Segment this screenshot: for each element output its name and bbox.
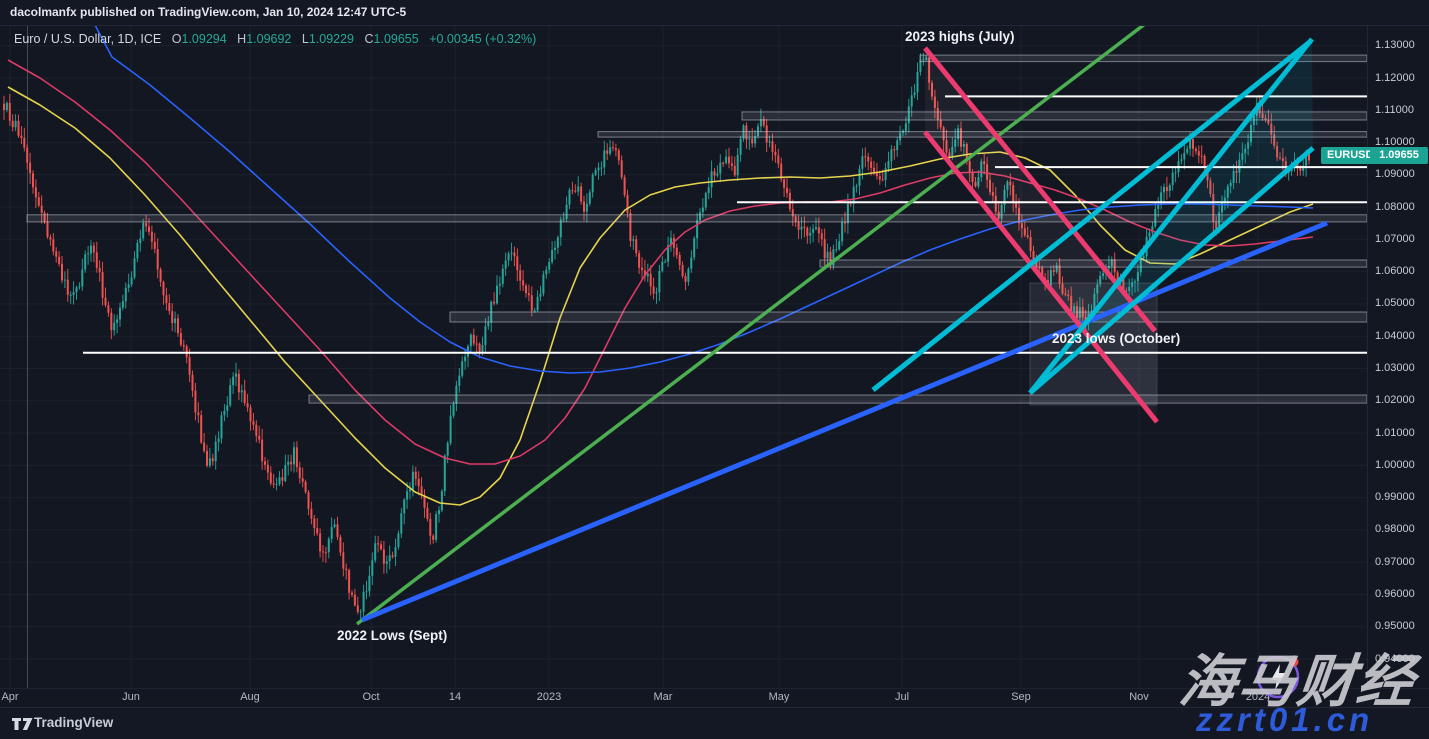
price-axis-label[interactable]: 0.99000: [1375, 491, 1415, 504]
price-axis-label[interactable]: 0.96000: [1375, 588, 1415, 600]
price-axis-label[interactable]: 1.04000: [1375, 329, 1415, 342]
price-axis-label[interactable]: 1.00000: [1375, 458, 1415, 471]
annotation-lows-2022[interactable]: 2022 Lows (Sept): [337, 628, 448, 643]
price-axis-label[interactable]: 1.13000: [1375, 39, 1415, 52]
price-axis-label[interactable]: 0.94000: [1375, 652, 1415, 665]
pink-channel-lower[interactable]: [923, 130, 1159, 424]
last-price-symbol-badge: EURUSD: [1321, 147, 1380, 164]
publish-line: dacolmanfx published on TradingView.com,…: [10, 5, 407, 19]
price-axis-label[interactable]: 1.08000: [1375, 200, 1415, 213]
price-axis-label[interactable]: 1.09000: [1375, 168, 1415, 181]
open-value: 1.09294: [181, 32, 227, 46]
time-axis-border: [0, 688, 1429, 689]
annotation-highs-2023[interactable]: 2023 highs (July): [905, 29, 1015, 44]
price-axis-label[interactable]: 1.11000: [1375, 103, 1414, 116]
price-axis-border: [1367, 25, 1368, 689]
cyan-steep[interactable]: [1028, 37, 1314, 395]
price-axis-label[interactable]: 0.95000: [1375, 620, 1415, 633]
annotation-lows-2023[interactable]: 2023 lows (October): [1052, 331, 1181, 346]
footer-bar: TradingView: [0, 707, 1429, 739]
last-price-badge: 1.09655: [1370, 147, 1428, 164]
time-axis-label[interactable]: 2023: [536, 691, 562, 703]
tradingview-logo-icon[interactable]: [12, 717, 34, 731]
sr-zone-band[interactable]: [449, 311, 1368, 323]
tradingview-brand-link[interactable]: TradingView: [34, 715, 114, 730]
green-uptrend[interactable]: [355, 14, 1158, 626]
open-label: O: [171, 32, 182, 46]
time-axis-label[interactable]: 2024: [1245, 691, 1271, 703]
ma-mid-crimson: [7, 59, 1314, 465]
price-axis-label[interactable]: 1.10000: [1375, 136, 1415, 148]
time-axis-label[interactable]: Jul: [894, 691, 910, 703]
price-axis-label[interactable]: 0.98000: [1375, 523, 1415, 536]
price-axis-label[interactable]: 1.02000: [1375, 394, 1415, 407]
high-value: 1.09692: [246, 32, 292, 46]
low-value: 1.09229: [308, 32, 355, 46]
high-label: H: [237, 32, 247, 46]
sr-zone-band[interactable]: [308, 394, 1368, 404]
low-label: L: [301, 32, 309, 46]
cyan-lower[interactable]: [1028, 146, 1315, 395]
price-axis-label[interactable]: 1.05000: [1375, 297, 1415, 310]
publish-header: dacolmanfx published on TradingView.com,…: [0, 0, 1429, 26]
cyan-upper[interactable]: [871, 39, 1313, 392]
time-axis-label[interactable]: Jun: [122, 691, 140, 703]
time-axis-label[interactable]: Apr: [1, 691, 19, 703]
symbol-title[interactable]: Euro / U.S. Dollar, 1D, ICE: [14, 32, 162, 46]
price-axis-label[interactable]: 1.03000: [1375, 362, 1415, 374]
close-label: C: [364, 32, 374, 46]
time-axis-label[interactable]: Oct: [362, 691, 380, 703]
time-axis-label[interactable]: Aug: [240, 691, 260, 703]
change-value: +0.00345 (+0.32%): [429, 32, 537, 46]
blue-major-uptrend[interactable]: [361, 220, 1328, 623]
time-axis-label[interactable]: 14: [448, 691, 462, 703]
price-axis-label[interactable]: 1.06000: [1375, 265, 1415, 278]
close-value: 1.09655: [373, 32, 419, 46]
chart-legend[interactable]: Euro / U.S. Dollar, 1D, ICE O1.09294 H1.…: [14, 32, 536, 46]
time-axis-label[interactable]: Nov: [1129, 691, 1149, 703]
price-axis-label[interactable]: 1.01000: [1375, 426, 1415, 439]
price-axis-label[interactable]: 1.07000: [1375, 232, 1415, 245]
chart-pane[interactable]: [0, 14, 1368, 688]
price-axis-label[interactable]: 1.12000: [1375, 71, 1415, 84]
time-axis-label[interactable]: Sep: [1011, 691, 1031, 703]
ma-fast-yellow: [7, 86, 1314, 506]
price-axis-label[interactable]: 0.97000: [1375, 555, 1415, 568]
time-axis-label[interactable]: Mar: [653, 691, 673, 703]
pink-channel-fill: [925, 48, 1157, 421]
time-axis-label[interactable]: May: [768, 691, 790, 703]
